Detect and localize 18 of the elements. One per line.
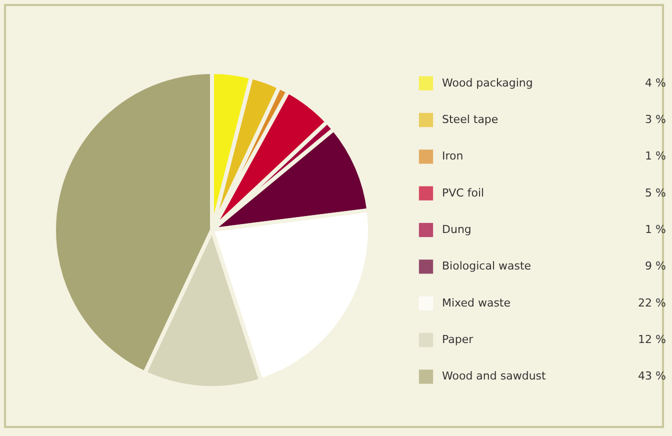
data-label: 43 % — [638, 370, 666, 383]
data-label: 22 % — [638, 296, 666, 310]
legend-label: Paper — [442, 333, 474, 346]
legend-label: Mixed waste — [442, 296, 511, 310]
data-label: 1 % — [645, 223, 666, 236]
legend-label: Biological waste — [442, 260, 532, 273]
data-label: 5 % — [645, 186, 666, 200]
legend-label: PVC foil — [442, 186, 484, 200]
data-label: 9 % — [645, 260, 666, 273]
data-label: 12 % — [638, 333, 666, 346]
data-label: 4 % — [645, 76, 666, 90]
legend-label: Iron — [442, 150, 464, 163]
legend-label: Wood packaging — [442, 76, 533, 90]
data-label: 3 % — [645, 113, 666, 126]
legend-label: Wood and sawdust — [442, 370, 547, 383]
legend-label: Steel tape — [442, 113, 498, 126]
data-label: 1 % — [645, 150, 666, 163]
legend-label: Dung — [442, 223, 472, 236]
